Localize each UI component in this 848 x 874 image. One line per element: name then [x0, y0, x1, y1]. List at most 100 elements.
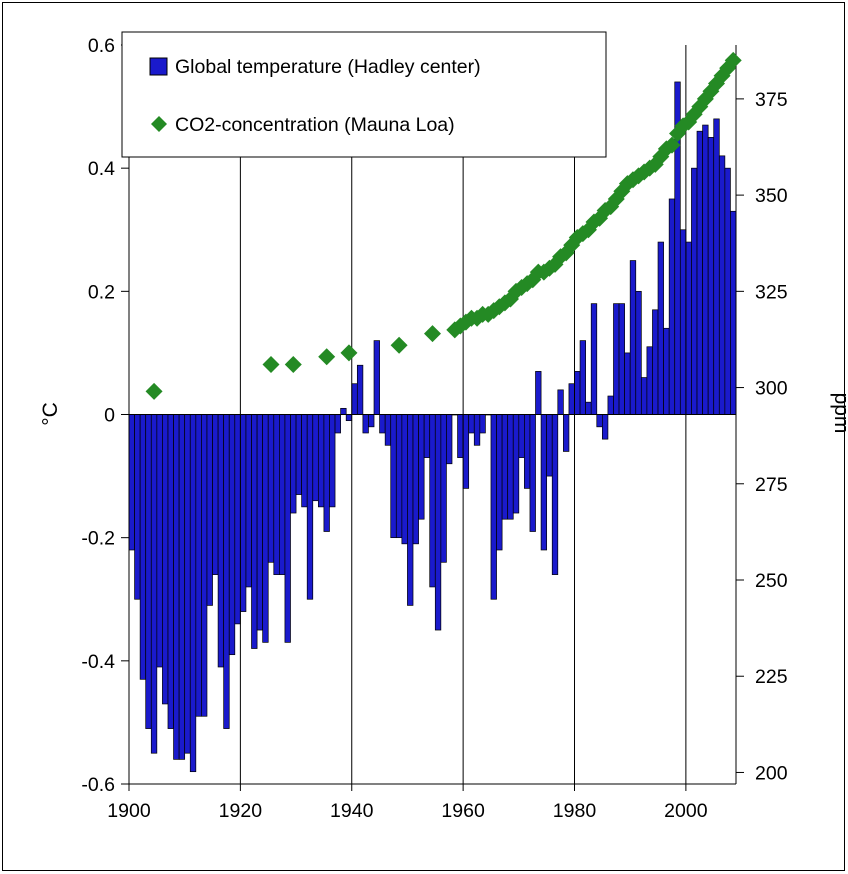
legend-co2-swatch [151, 116, 167, 132]
x-tick-label-1960: 1960 [441, 800, 485, 822]
temperature-bar-1912 [195, 414, 202, 717]
x-tick-label-1940: 1940 [330, 800, 374, 822]
left-tick-label--0.2: -0.2 [81, 528, 115, 550]
temperature-bar-1930 [295, 414, 302, 495]
temperature-bar-1971 [524, 414, 531, 489]
temperature-bar-1956 [440, 414, 447, 563]
temperature-bar-1975 [546, 414, 553, 477]
temperature-bar-1952 [418, 414, 425, 520]
temperature-bar-1919 [234, 414, 241, 625]
temperature-bar-1942 [362, 414, 369, 434]
co2-point-1939 [340, 344, 358, 362]
temperature-bar-1929 [290, 414, 297, 514]
temperature-bar-1921 [245, 414, 252, 588]
temperature-bar-1943 [368, 414, 375, 428]
temperature-bar-1961 [468, 414, 475, 434]
temperature-bar-1991 [635, 290, 642, 415]
temperature-bar-1915 [212, 414, 219, 575]
temperature-bar-1954 [429, 414, 436, 588]
right-tick-label-375: 375 [755, 89, 788, 111]
right-tick-label-200: 200 [755, 762, 788, 784]
temperature-bar-1910 [184, 414, 191, 754]
temperature-bar-1906 [162, 414, 169, 705]
temperature-bar-1923 [256, 414, 264, 631]
legend: Global temperature (Hadley center) CO2-c… [121, 31, 607, 158]
temperature-bar-1978 [563, 414, 570, 452]
temperature-bar-1979 [568, 383, 575, 415]
temperature-bar-1917 [223, 414, 230, 729]
temperature-bar-1911 [189, 414, 197, 773]
temperature-bar-1934 [317, 414, 325, 508]
temperature-bar-1951 [412, 414, 419, 545]
temperature-bar-1955 [434, 414, 442, 631]
temperature-bar-1916 [217, 414, 225, 668]
x-tick-label-1980: 1980 [553, 800, 597, 822]
temperature-bar-1977 [557, 389, 564, 415]
right-y-axis-ticks: 200 225 250 275 300 325 350 375 [736, 89, 788, 784]
temperature-bar-1932 [306, 414, 314, 600]
temperature-bar-1948 [395, 414, 403, 539]
temperature-bar-1974 [540, 414, 548, 551]
temperature-bar-1992 [640, 377, 648, 415]
temperature-bar-2002 [696, 130, 703, 415]
temperature-bar-1990 [629, 260, 637, 415]
temperature-bar-1960 [462, 414, 470, 489]
legend-temperature-swatch [149, 57, 168, 76]
temperature-bar-1953 [423, 414, 431, 458]
co2-point-1904 [145, 382, 163, 400]
right-tick-label-300: 300 [755, 378, 788, 400]
temperature-bar-1907 [167, 414, 174, 729]
temperature-bar-1962 [473, 414, 481, 446]
co2-point-2008 [724, 51, 742, 69]
temperature-bars [128, 81, 737, 773]
temperature-bar-1970 [518, 414, 525, 458]
temperature-bar-1967 [501, 414, 509, 520]
temperature-bar-1959 [457, 414, 464, 458]
temperature-bar-1933 [312, 414, 319, 502]
temperature-bar-1908 [173, 414, 180, 760]
temperature-bar-1924 [262, 414, 269, 643]
temperature-bar-1995 [657, 241, 664, 415]
temperature-bar-1989 [624, 352, 631, 415]
temperature-bar-1949 [401, 414, 408, 545]
right-tick-label-225: 225 [755, 666, 788, 688]
x-tick-label-1920: 1920 [219, 800, 263, 822]
co2-point-1948 [390, 336, 408, 354]
co2-markers [145, 51, 742, 400]
legend-temperature-label: Global temperature (Hadley center) [175, 56, 481, 78]
co2-point-1967 [496, 294, 514, 312]
temperature-bar-1927 [279, 414, 286, 575]
x-tick-label-1900: 1900 [107, 800, 151, 822]
temperature-bar-1969 [512, 414, 520, 514]
co2-point-1997 [663, 136, 681, 154]
temperature-bar-1999 [679, 229, 687, 415]
right-tick-label-350: 350 [755, 185, 788, 207]
temperature-bar-1902 [139, 414, 147, 680]
temperature-bar-1972 [529, 414, 536, 532]
temperature-bar-1938 [340, 407, 347, 415]
temperature-bar-1941 [356, 364, 364, 415]
temperature-bar-1950 [407, 414, 414, 606]
temperature-bar-1909 [178, 414, 186, 760]
temperature-bar-1968 [507, 414, 514, 520]
temperature-bar-1922 [251, 414, 258, 649]
right-tick-label-325: 325 [755, 281, 788, 303]
temperature-bar-2000 [685, 241, 692, 415]
temperature-bar-1904 [150, 414, 158, 754]
temperature-bar-1901 [134, 414, 141, 600]
right-tick-label-275: 275 [755, 474, 788, 496]
temperature-bar-2004 [707, 137, 715, 415]
temperature-co2-chart: -0.6 -0.4 -0.2 0 0.2 0.4 0.6 200 225 250 275 300 32… [39, 31, 846, 822]
temperature-bar-1936 [329, 414, 336, 508]
temperature-bar-1983 [590, 303, 598, 415]
temperature-bar-1900 [128, 414, 135, 551]
temperature-bar-1946 [384, 414, 392, 446]
temperature-bar-1997 [668, 198, 676, 415]
co2-point-1954 [424, 325, 441, 343]
x-axis-ticks: 1900 1920 1940 1960 1980 2000 [107, 784, 708, 822]
temperature-bar-1963 [479, 414, 486, 434]
co2-point-1998 [669, 125, 687, 143]
left-tick-label--0.4: -0.4 [81, 651, 115, 673]
temperature-bar-1914 [206, 414, 213, 606]
